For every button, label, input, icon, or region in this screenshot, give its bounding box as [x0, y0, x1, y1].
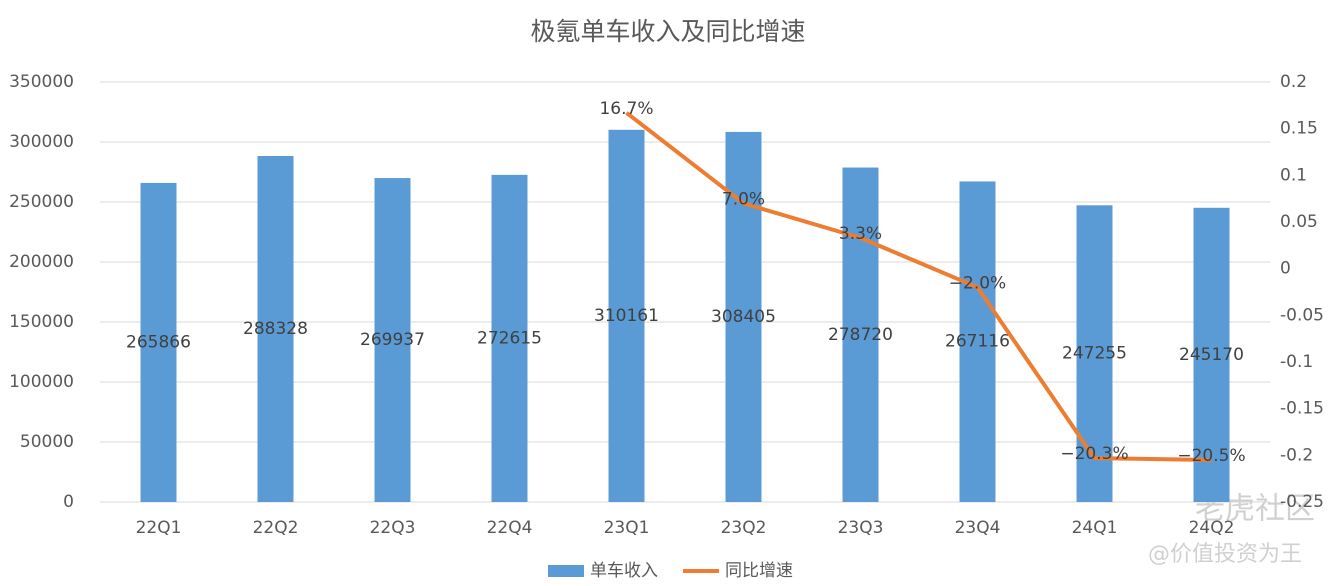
data-label: 245170 — [1179, 345, 1244, 365]
data-label: −20.3% — [1060, 444, 1128, 464]
y2-tick-label: 0.05 — [1280, 212, 1318, 232]
data-label: 269937 — [360, 330, 425, 350]
y-tick-label: 50000 — [20, 432, 74, 452]
bar — [842, 167, 879, 502]
x-tick-label: 23Q3 — [838, 518, 884, 538]
data-label: 7.0% — [722, 189, 765, 209]
legend-label: 单车收入 — [590, 561, 658, 581]
y-tick-label: 150000 — [9, 312, 74, 332]
legend-swatch — [548, 565, 584, 577]
y-tick-label: 100000 — [9, 372, 74, 392]
bar — [374, 178, 411, 502]
y-tick-label: 250000 — [9, 192, 74, 212]
bar — [140, 182, 177, 502]
y2-tick-label: -0.15 — [1280, 399, 1324, 419]
y2-tick-label: -0.1 — [1280, 352, 1313, 372]
y-tick-label: 300000 — [9, 132, 74, 152]
line — [625, 111, 1212, 462]
x-tick-label: 22Q4 — [487, 518, 533, 538]
x-tick-label: 23Q2 — [721, 518, 767, 538]
y2-tick-label: -0.05 — [1280, 305, 1324, 325]
x-tick-label: 23Q4 — [955, 518, 1001, 538]
chart-title: 极氪单车收入及同比增速 — [530, 17, 805, 46]
data-label: −2.0% — [949, 273, 1006, 293]
data-label: −20.5% — [1177, 446, 1245, 466]
x-tick-label: 22Q3 — [370, 518, 416, 538]
x-tick-label: 22Q2 — [253, 518, 299, 538]
y2-tick-label: -0.2 — [1280, 445, 1313, 465]
y-tick-label: 350000 — [9, 72, 74, 92]
bar — [608, 129, 645, 502]
y2-tick-label: 0.1 — [1280, 165, 1307, 185]
data-label: 3.3% — [839, 224, 882, 244]
y-tick-label: 200000 — [9, 252, 74, 272]
bar — [1193, 207, 1230, 502]
bar — [491, 174, 528, 502]
watermark: @价值投资为王 — [1148, 542, 1302, 567]
bar — [959, 181, 996, 502]
data-label: 267116 — [945, 332, 1010, 352]
data-label: 265866 — [126, 332, 191, 352]
y2-tick-label: -0.25 — [1280, 492, 1324, 512]
data-label: 272615 — [477, 328, 542, 348]
data-label: 16.7% — [599, 99, 653, 119]
x-tick-label: 22Q1 — [136, 518, 182, 538]
bar — [1076, 205, 1113, 502]
data-label: 308405 — [711, 307, 776, 327]
y2-tick-label: 0 — [1280, 259, 1291, 279]
y2-tick-label: 0.15 — [1280, 119, 1318, 139]
x-tick-label: 24Q1 — [1072, 518, 1118, 538]
data-label: 288328 — [243, 319, 308, 339]
x-tick-label: 23Q1 — [604, 518, 650, 538]
data-label: 247255 — [1062, 344, 1127, 364]
x-tick-label: 24Q2 — [1189, 518, 1235, 538]
y-tick-label: 0 — [63, 492, 74, 512]
legend-label: 同比增速 — [725, 561, 793, 581]
data-label: 278720 — [828, 325, 893, 345]
y2-tick-label: 0.2 — [1280, 72, 1307, 92]
bar — [257, 156, 294, 502]
data-label: 310161 — [594, 306, 659, 326]
